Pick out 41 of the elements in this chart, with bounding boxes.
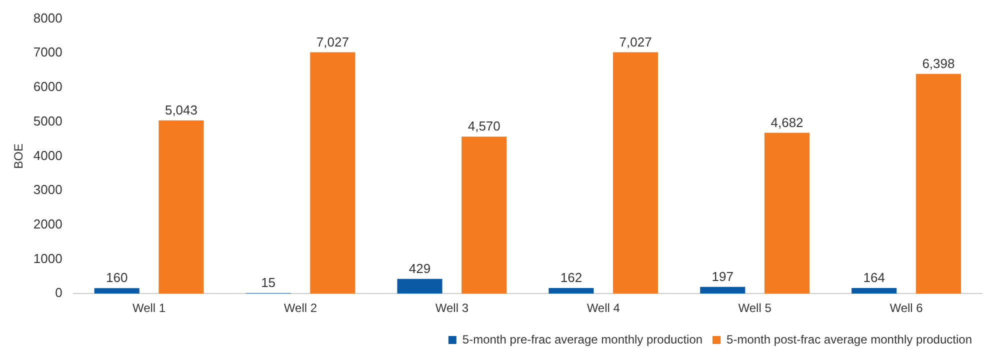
bar	[310, 52, 356, 294]
y-tick-label: 2000	[33, 216, 62, 232]
data-label: 160	[106, 270, 128, 286]
bar	[548, 288, 594, 294]
legend-label: 5-month post-frac average monthly production	[726, 332, 972, 346]
x-tick-label: Well 6	[890, 301, 924, 316]
data-label: 4,570	[468, 118, 500, 134]
x-tick-label: Well 5	[738, 301, 772, 316]
bar	[94, 288, 140, 294]
bar	[852, 288, 897, 294]
bar	[700, 286, 746, 294]
data-label: 162	[560, 270, 582, 286]
data-label: 197	[712, 268, 734, 284]
data-label: 429	[408, 260, 431, 276]
y-tick-label: 7000	[33, 44, 62, 60]
data-label: 7,027	[316, 34, 349, 50]
bar	[397, 278, 442, 294]
bar	[916, 74, 961, 294]
bar	[158, 120, 204, 294]
y-tick-label: 0	[55, 285, 62, 300]
x-tick-label: Well 4	[586, 301, 620, 316]
bar	[462, 136, 507, 294]
data-label: 164	[863, 270, 885, 286]
data-label: 15	[261, 275, 276, 290]
y-tick-label: 8000	[33, 10, 62, 26]
x-tick-label: Well 3	[435, 301, 469, 316]
y-tick-label: 5000	[33, 113, 62, 128]
y-tick-label: 3000	[33, 182, 62, 198]
y-tick-label: 4000	[33, 148, 62, 163]
y-tick-label: 6000	[33, 79, 62, 94]
x-tick-label: Well 2	[284, 301, 318, 316]
data-label: 6,398	[922, 56, 955, 71]
bar	[613, 52, 658, 294]
data-label: 4,682	[770, 114, 804, 130]
y-tick-label: 1000	[33, 250, 62, 266]
data-label: 5,043	[164, 102, 198, 118]
y-axis-title: BOE	[12, 144, 26, 169]
x-tick-label: Well 1	[132, 301, 166, 316]
legend-label: 5-month pre-frac average monthly production	[462, 332, 703, 346]
data-label: 7,027	[619, 34, 652, 50]
bar	[764, 132, 810, 294]
